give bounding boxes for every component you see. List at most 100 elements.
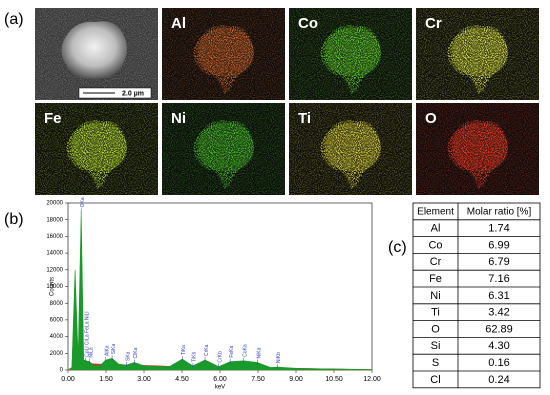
panel-label: (a) [4, 11, 24, 28]
y-tick-label: 0 [60, 368, 64, 374]
map-label: Al [171, 15, 186, 32]
peak-label: SiKa [111, 344, 117, 355]
map-label: O [425, 110, 437, 127]
y-tick-label: 16000 [46, 234, 63, 240]
map-tint [198, 123, 254, 171]
x-tick-label: 10.50 [325, 376, 343, 383]
element-map: Cr [416, 8, 539, 100]
x-tick-label: 3.00 [137, 376, 151, 383]
table-cell: 6.31 [488, 290, 509, 302]
table-cell: 7.16 [488, 273, 509, 285]
panel-label: (b) [4, 211, 24, 228]
map-tint [452, 123, 508, 171]
element-maps: 2.0 µm Al Co Cr Fe Ni Ti O [35, 8, 539, 195]
peak-label: NiKb [276, 352, 282, 363]
y-tick-label: 14000 [46, 251, 63, 257]
x-tick-label: 7.50 [251, 376, 265, 383]
map-blob-shape [320, 25, 381, 95]
peak-label: CoLl CrLa FeLa NiLl [85, 312, 91, 357]
table-cell: Cr [430, 256, 442, 268]
composition-table: Element Molar ratio [%] Al 1.74 Co 6.99 Cr 6.79… [412, 202, 541, 389]
table-cell: Ni [430, 290, 440, 302]
peak-label: OKa [80, 197, 86, 207]
sem-image: 2.0 µm [35, 8, 158, 100]
table-cell: O [431, 323, 440, 335]
map-label: Co [298, 15, 318, 32]
element-map: Ti [289, 103, 412, 195]
peak-label: ClKa [133, 347, 139, 358]
table-cell: 0.24 [488, 374, 509, 386]
map-tint [452, 28, 508, 76]
element-map: Co [289, 8, 412, 100]
x-tick-label: 1.50 [99, 376, 113, 383]
table-cell: S [432, 357, 439, 369]
panel-label: (c) [388, 239, 407, 256]
table-frame [412, 202, 541, 389]
particle [61, 21, 127, 79]
map-blob [66, 120, 127, 189]
map-label: Ti [298, 110, 311, 127]
table-cell: 3.42 [488, 307, 509, 319]
y-tick-label: 20000 [46, 201, 63, 207]
peak-label: AlKa [105, 345, 111, 356]
table-cell: Ti [431, 307, 440, 319]
table-cell: Fe [429, 273, 442, 285]
map-blob-shape [447, 25, 508, 95]
scale-bar-label: 2.0 µm [122, 90, 144, 97]
map-blob-shape [447, 120, 508, 189]
spectrum-area [67, 211, 373, 371]
table-cell: Si [431, 340, 441, 352]
peak-label: CoKa [242, 344, 248, 357]
y-tick-label: 2000 [50, 351, 64, 357]
peak-label: NiLa [88, 347, 94, 358]
y-tick-label: 10000 [46, 284, 63, 290]
map-label: Cr [425, 15, 442, 32]
spectrum-chart: 0 2000 4000 6000 8000 10000 12000 14000 16000 180… [46, 197, 381, 390]
y-tick-label: 4000 [50, 334, 64, 340]
table-header: Molar ratio [%] [467, 207, 532, 218]
element-map: Ni [162, 103, 285, 195]
map-blob-shape [193, 120, 254, 189]
peak-label: SKa [125, 351, 131, 361]
y-tick-label: 12000 [46, 267, 63, 273]
element-map: O [416, 103, 539, 195]
y-tick-label: 18000 [46, 217, 63, 223]
element-map: Al [162, 8, 285, 100]
map-blob [320, 25, 381, 95]
peak-label: FeKa [229, 345, 235, 357]
map-blob-shape [66, 120, 127, 189]
x-tick-label: 12.00 [363, 376, 381, 383]
peak-label: CrKa [204, 344, 210, 356]
table-cell: Al [431, 223, 441, 235]
map-tint [325, 123, 381, 171]
plot-area [67, 202, 373, 371]
table-cell: 0.16 [488, 357, 509, 369]
table-header: Element [417, 207, 454, 218]
map-blob-shape [193, 25, 254, 95]
element-map: Fe [35, 103, 158, 195]
table-cell: 6.99 [488, 239, 509, 251]
peak-label: NiKa [256, 347, 262, 358]
y-axis-label: Counts [50, 277, 56, 296]
map-label: Ni [171, 110, 186, 127]
map-blob [193, 120, 254, 189]
table-cell: 1.74 [488, 223, 509, 235]
peak-label: TiKa [181, 345, 187, 355]
peak-label: TiKb [192, 352, 198, 362]
x-tick-label: 9.00 [289, 376, 303, 383]
map-label: Fe [44, 110, 62, 127]
y-tick-label: 6000 [50, 317, 64, 323]
table-cell: Cl [430, 374, 440, 386]
map-blob-shape [320, 120, 381, 189]
map-tint [198, 28, 254, 76]
table-cell: Co [428, 239, 442, 251]
map-blob [447, 120, 508, 189]
x-tick-label: 0.00 [61, 376, 75, 383]
map-blob [320, 120, 381, 189]
peak-label: CrKb [218, 351, 224, 363]
y-tick-label: 8000 [50, 301, 64, 307]
table-cell: 62.89 [485, 323, 513, 335]
x-axis-label: keV [215, 385, 225, 391]
